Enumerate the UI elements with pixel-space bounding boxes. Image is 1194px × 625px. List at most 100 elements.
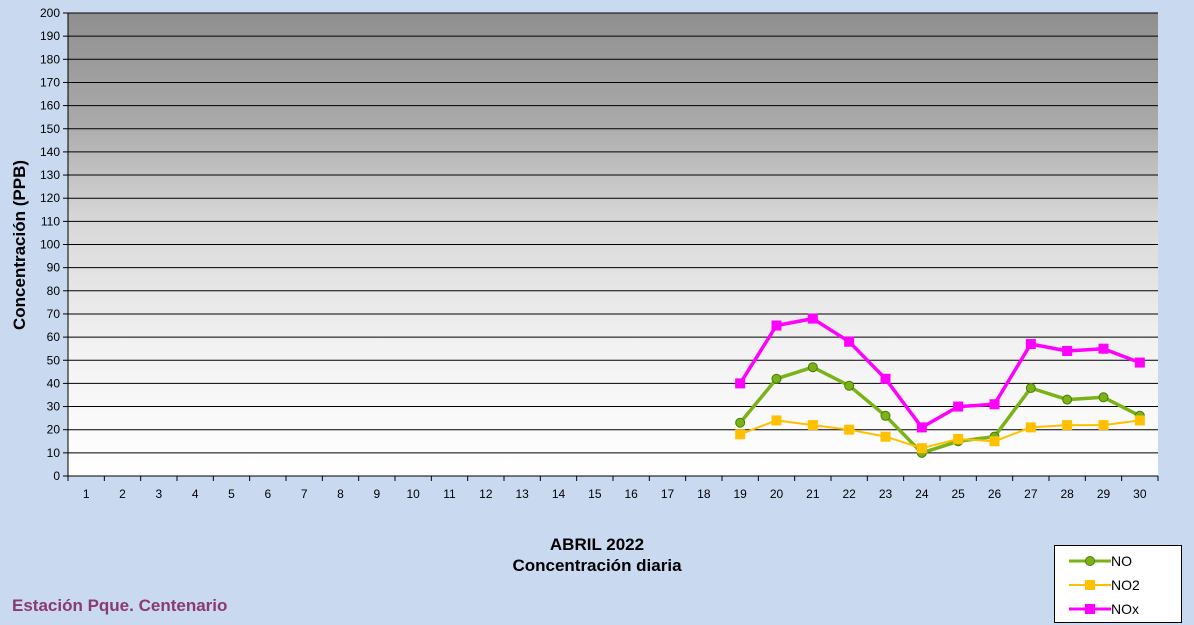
legend-item-no2: NO2 xyxy=(1055,573,1181,597)
data-point-nox xyxy=(771,320,782,331)
x-tick-label: 12 xyxy=(479,487,493,501)
data-point-no xyxy=(735,417,746,428)
data-point-no2 xyxy=(807,420,818,431)
y-tick-label: 10 xyxy=(47,446,61,460)
x-tick-label: 10 xyxy=(406,487,420,501)
y-tick-label: 90 xyxy=(47,261,61,275)
y-tick-label: 70 xyxy=(47,307,61,321)
series-line-no2 xyxy=(739,419,1140,450)
x-tick-label: 2 xyxy=(119,487,126,501)
series-group xyxy=(735,313,1145,458)
legend-line-marker xyxy=(1069,604,1111,614)
data-point-no2 xyxy=(1062,420,1073,431)
data-point-no xyxy=(880,410,891,421)
data-point-no2 xyxy=(735,429,746,440)
x-axis-title: ABRIL 2022 xyxy=(549,535,645,554)
y-tick-label: 130 xyxy=(40,168,60,182)
y-tick-label: 190 xyxy=(40,29,60,43)
x-tick-label: 21 xyxy=(806,487,820,501)
x-tick-label: 26 xyxy=(988,487,1002,501)
legend-item-nox: NOx xyxy=(1055,597,1181,621)
data-point-nox xyxy=(1098,343,1109,354)
x-tick-label: 23 xyxy=(879,487,893,501)
data-point-no xyxy=(1098,392,1109,403)
x-tick-label: 30 xyxy=(1133,487,1147,501)
x-tick-label: 25 xyxy=(951,487,965,501)
y-tick-label: 0 xyxy=(53,469,60,483)
x-tick-label: 5 xyxy=(228,487,235,501)
data-point-no2 xyxy=(1134,415,1145,426)
data-point-nox xyxy=(1062,345,1073,356)
legend-label: NO2 xyxy=(1111,577,1140,593)
series-nox xyxy=(735,313,1145,433)
x-tick-label: 4 xyxy=(192,487,199,501)
data-point-no xyxy=(771,373,782,384)
x-tick-label: 7 xyxy=(301,487,308,501)
series-line-nox xyxy=(738,316,1141,430)
y-tick-label: 60 xyxy=(47,330,61,344)
x-tick-label: 8 xyxy=(337,487,344,501)
series-no2 xyxy=(735,415,1145,454)
data-point-no xyxy=(1025,383,1036,394)
y-tick-label: 180 xyxy=(40,52,60,66)
x-tick-label: 22 xyxy=(842,487,856,501)
legend-line-marker xyxy=(1069,580,1111,590)
x-tick-label: 27 xyxy=(1024,487,1038,501)
data-point-nox xyxy=(953,401,964,412)
data-point-nox xyxy=(1134,357,1145,368)
x-tick-label: 11 xyxy=(443,487,456,501)
y-tick-label: 170 xyxy=(40,75,60,89)
legend-item-no: NO xyxy=(1055,549,1181,573)
data-point-nox xyxy=(1025,339,1036,350)
data-point-nox xyxy=(916,422,927,433)
y-tick-label: 80 xyxy=(47,284,61,298)
x-tick-label: 29 xyxy=(1097,487,1111,501)
y-tick-label: 50 xyxy=(47,353,61,367)
data-point-no2 xyxy=(1025,422,1036,433)
x-tick-label: 24 xyxy=(915,487,929,501)
series-line-no xyxy=(738,365,1141,455)
data-point-no2 xyxy=(916,443,927,454)
x-tick-label: 16 xyxy=(624,487,638,501)
data-point-nox xyxy=(989,399,1000,410)
y-tick-label: 40 xyxy=(47,376,61,390)
x-tick-label: 9 xyxy=(373,487,380,501)
data-point-no xyxy=(844,380,855,391)
y-tick-label: 140 xyxy=(40,145,60,159)
x-tick-label: 1 xyxy=(83,487,90,501)
y-tick-label: 110 xyxy=(41,214,60,228)
y-tick-label: 20 xyxy=(47,423,61,437)
y-tick-label: 100 xyxy=(40,238,60,252)
x-tick-label: 6 xyxy=(264,487,271,501)
x-tick-label: 28 xyxy=(1060,487,1074,501)
data-point-no2 xyxy=(771,415,782,426)
y-tick-label: 200 xyxy=(40,6,60,20)
x-tick-label: 13 xyxy=(515,487,529,501)
x-tick-label: 3 xyxy=(155,487,162,501)
x-tick-label: 14 xyxy=(552,487,566,501)
x-tick-label: 17 xyxy=(661,487,675,501)
data-point-no2 xyxy=(880,431,891,442)
data-point-nox xyxy=(735,378,746,389)
station-name: Estación Pque. Centenario xyxy=(12,596,228,615)
y-tick-label: 150 xyxy=(40,122,60,136)
data-point-nox xyxy=(807,313,818,324)
x-tick-label: 18 xyxy=(697,487,711,501)
x-tick-label: 19 xyxy=(733,487,747,501)
legend-line-marker xyxy=(1069,556,1111,566)
legend-label: NOx xyxy=(1111,601,1139,617)
data-point-no2 xyxy=(1098,420,1109,431)
x-tick-label: 15 xyxy=(588,487,602,501)
data-point-nox xyxy=(844,336,855,347)
y-tick-label: 120 xyxy=(40,191,60,205)
y-tick-label: 30 xyxy=(47,400,61,414)
data-point-no xyxy=(1062,394,1073,405)
y-tick-label: 160 xyxy=(40,99,60,113)
data-point-no2 xyxy=(989,436,1000,447)
data-point-no2 xyxy=(844,424,855,435)
x-tick-label: 20 xyxy=(770,487,784,501)
legend: NO NO2 NOx xyxy=(1054,545,1182,623)
x-axis-ticks: 1 2 3 4 5 6 7 8 9 10 11 12 13 14 15 16 17 18 19 20 21 22 23 24 2… xyxy=(67,476,1159,501)
x-axis-subtitle: Concentración diaria xyxy=(512,556,682,575)
